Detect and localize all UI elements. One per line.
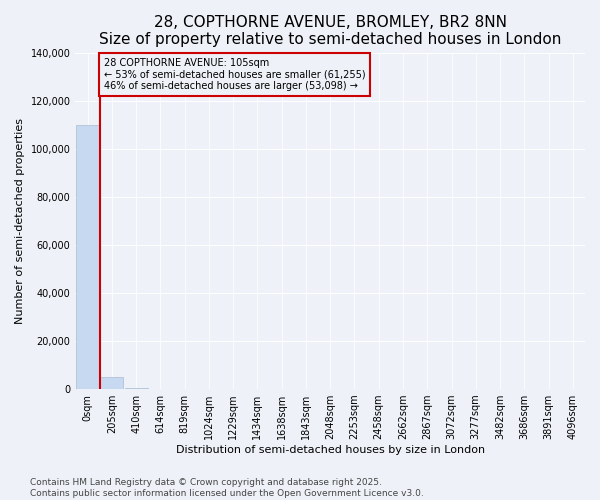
Text: 28 COPTHORNE AVENUE: 105sqm
← 53% of semi-detached houses are smaller (61,255)
4: 28 COPTHORNE AVENUE: 105sqm ← 53% of sem… — [104, 58, 365, 90]
X-axis label: Distribution of semi-detached houses by size in London: Distribution of semi-detached houses by … — [176, 445, 485, 455]
Text: Contains HM Land Registry data © Crown copyright and database right 2025.
Contai: Contains HM Land Registry data © Crown c… — [30, 478, 424, 498]
Bar — [125, 388, 148, 389]
Title: 28, COPTHORNE AVENUE, BROMLEY, BR2 8NN
Size of property relative to semi-detache: 28, COPTHORNE AVENUE, BROMLEY, BR2 8NN S… — [99, 15, 562, 48]
Bar — [100, 377, 124, 389]
Y-axis label: Number of semi-detached properties: Number of semi-detached properties — [15, 118, 25, 324]
Bar — [76, 125, 99, 389]
